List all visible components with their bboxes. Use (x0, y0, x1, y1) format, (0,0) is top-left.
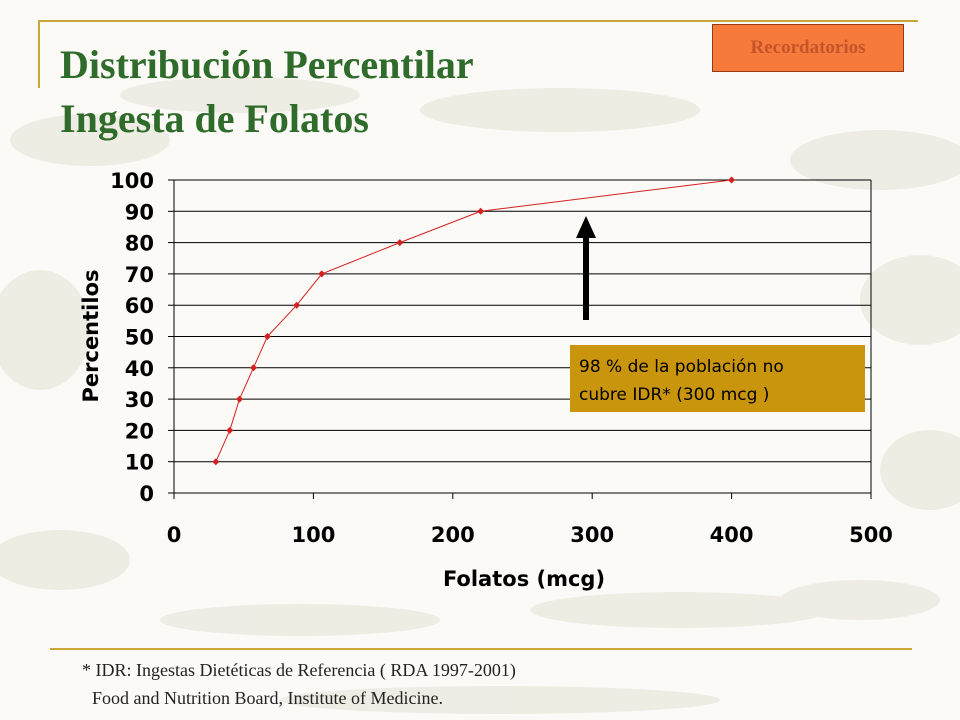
tick-label-y-70: 70 (125, 263, 154, 287)
title-line-2: Ingesta de Folatos (60, 96, 369, 141)
annotation-line-2: cubre IDR* (300 mcg ) (579, 385, 769, 405)
annotation-line-1: 98 % de la población no (579, 357, 784, 377)
tick-label-y-40: 40 (125, 357, 154, 381)
footnote-line-2: Food and Nutrition Board, Institute of M… (92, 688, 443, 708)
data-point-7 (318, 270, 326, 278)
tick-label-y-0: 0 (139, 482, 154, 506)
footnote-line-1: * IDR: Ingestas Dietéticas de Referencia… (82, 660, 516, 680)
annotation-callout: 98 % de la población no cubre IDR* (300 … (570, 345, 865, 412)
title-line-1: Distribución Percentilar (60, 42, 474, 87)
data-point-10 (728, 176, 736, 184)
x-axis-title: Folatos (mcg) (443, 567, 605, 591)
grid-lines (174, 210, 871, 463)
tick-label-y-30: 30 (125, 388, 154, 412)
data-point-9 (477, 207, 485, 215)
annotation-arrow (576, 216, 596, 320)
data-point-8 (396, 239, 404, 247)
tick-label-x-200: 200 (431, 523, 475, 547)
tick-label-x-400: 400 (710, 523, 754, 547)
series-line (215, 179, 732, 462)
tick-label-y-20: 20 (125, 419, 154, 443)
tick-label-x-500: 500 (849, 523, 893, 547)
data-point-5 (263, 333, 271, 340)
data-point-4 (249, 364, 257, 372)
tick-label-x-0: 0 (167, 523, 182, 547)
tick-label-y-100: 100 (110, 169, 154, 193)
data-point-1 (212, 458, 220, 466)
recordatorios-button[interactable]: Recordatorios (712, 24, 904, 72)
chart-axes (168, 179, 872, 499)
series-folatos (212, 176, 736, 466)
footnote: * IDR: Ingestas Dietéticas de Referencia… (82, 656, 516, 712)
y-axis-title: Percentilos (79, 270, 103, 403)
tick-label-y-10: 10 (125, 451, 154, 475)
data-point-3 (236, 395, 244, 403)
tick-label-y-90: 90 (125, 200, 154, 224)
tick-labels: 0 10 20 30 40 50 60 70 80 90 100 0 100 200 300 400 500 (110, 169, 893, 547)
top-rule (38, 20, 918, 22)
bottom-rule (50, 648, 912, 650)
data-point-2 (226, 426, 234, 434)
tick-label-y-80: 80 (125, 232, 154, 256)
tick-label-y-60: 60 (125, 294, 154, 318)
slide-title: Distribución Percentilar Ingesta de Fola… (60, 38, 474, 146)
data-point-6 (293, 301, 301, 309)
tick-label-x-300: 300 (570, 523, 614, 547)
left-rule (38, 20, 40, 88)
tick-label-x-100: 100 (291, 523, 335, 547)
tick-label-y-50: 50 (125, 326, 154, 350)
